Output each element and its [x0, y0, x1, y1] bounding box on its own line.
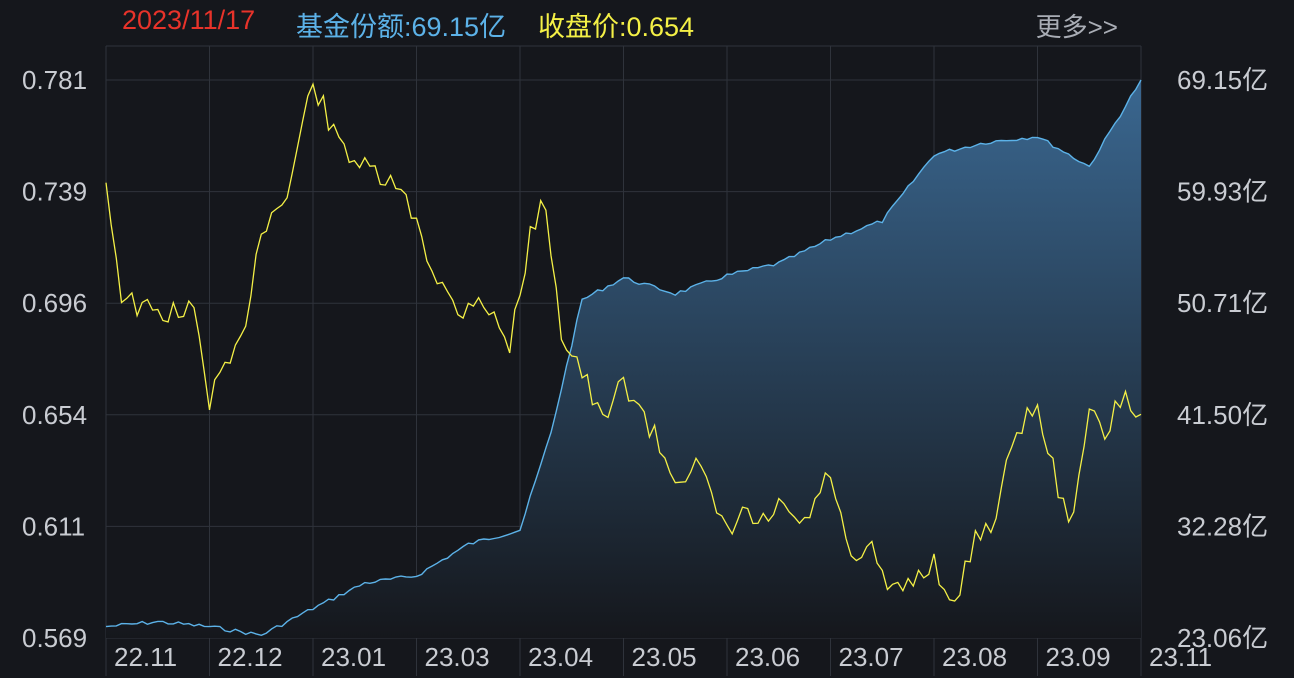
x-tick-label: 23.05	[632, 642, 697, 672]
left-tick-label: 0.654	[22, 400, 87, 430]
left-axis: 0.781 0.739 0.696 0.654 0.611 0.569	[22, 65, 87, 653]
x-tick-label: 23.01	[321, 642, 386, 672]
left-tick-label: 0.781	[22, 65, 87, 95]
x-tick-label: 23.11	[1149, 642, 1212, 672]
x-tick-label: 23.04	[528, 642, 593, 672]
fund-share-line	[105, 79, 1142, 637]
close-price-series	[105, 82, 1142, 602]
left-tick-label: 0.611	[22, 511, 85, 541]
x-tick-label: 23.06	[735, 642, 800, 672]
right-tick-label: 50.71亿	[1177, 288, 1268, 318]
x-tick-label: 23.09	[1046, 642, 1111, 672]
left-tick-label: 0.569	[22, 623, 87, 653]
right-axis: 69.15亿 59.93亿 50.71亿 41.50亿 32.28亿 23.06亿	[1177, 65, 1268, 653]
right-tick-label: 41.50亿	[1177, 400, 1268, 430]
right-tick-label: 23.06亿	[1177, 623, 1268, 653]
left-tick-label: 0.739	[22, 177, 87, 207]
fund-share-area	[106, 80, 1141, 638]
header-bar: 2023/11/17 基金份额:69.15亿 收盘价:0.654 更多>>	[0, 0, 1294, 46]
fund-share-label: 基金份额:69.15亿	[296, 12, 507, 42]
date-label: 2023/11/17	[122, 5, 256, 35]
close-price-line	[105, 82, 1142, 602]
x-tick-label: 23.03	[425, 642, 490, 672]
x-tick-label: 23.07	[839, 642, 904, 672]
right-tick-label: 32.28亿	[1177, 511, 1268, 541]
right-tick-label: 59.93亿	[1177, 177, 1268, 207]
right-tick-label: 69.15亿	[1177, 65, 1268, 95]
x-axis: 22.11 22.12 23.01 23.03 23.04 23.05 23.06 23.07…	[114, 642, 1212, 672]
more-link[interactable]: 更多>>	[1035, 12, 1118, 42]
close-price-label: 收盘价:0.654	[538, 12, 695, 42]
x-tick-label: 22.12	[218, 642, 283, 672]
x-tick-label: 23.08	[942, 642, 1007, 672]
fund-share-series	[105, 79, 1142, 638]
x-tick-label: 22.11	[114, 642, 177, 672]
left-tick-label: 0.696	[22, 288, 87, 318]
